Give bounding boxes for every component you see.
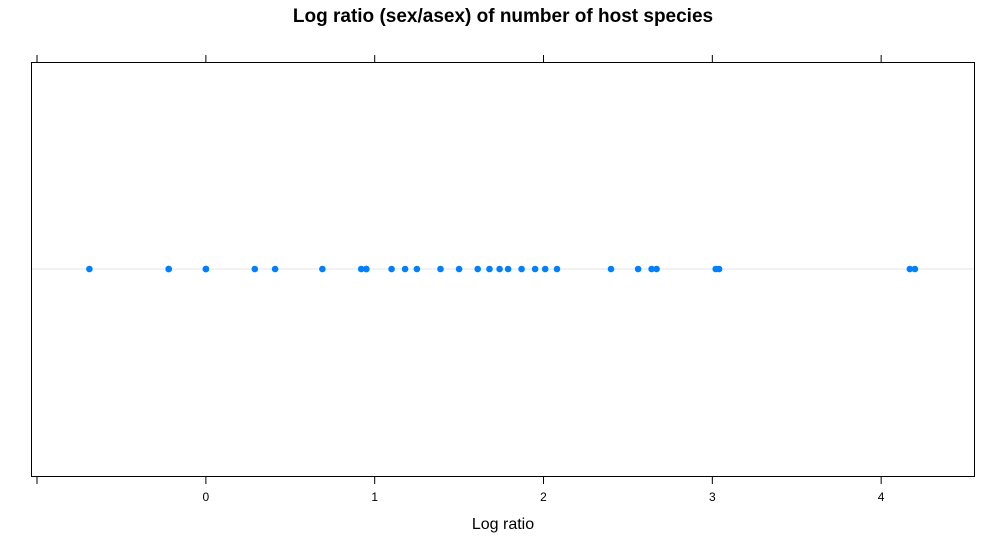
data-point [474, 265, 482, 273]
data-point [388, 265, 395, 273]
data-point [86, 265, 93, 273]
data-point [715, 265, 723, 273]
x-tick-label: 1 [371, 490, 378, 504]
x-tick-label: 3 [709, 490, 716, 504]
x-tick-label: 4 [878, 490, 885, 504]
data-point [634, 265, 642, 273]
data-point [165, 265, 172, 273]
data-point [251, 265, 259, 273]
chart-title: Log ratio (sex/asex) of number of host s… [293, 6, 713, 27]
data-point [363, 265, 370, 273]
data-point [653, 265, 660, 273]
bottom-axis: 0 1 2 3 4 [36, 477, 885, 504]
data-point [413, 265, 421, 273]
top-axis [36, 55, 882, 62]
data-point [202, 265, 210, 273]
x-tick-label: 2 [540, 490, 547, 504]
data-point [553, 265, 561, 273]
data-point [541, 265, 549, 273]
data-point [906, 265, 914, 273]
x-axis-label: Log ratio [472, 516, 534, 533]
plot-frame [31, 62, 975, 477]
data-point [357, 265, 365, 273]
data-points [86, 265, 919, 273]
data-point [437, 265, 444, 273]
data-point [319, 265, 326, 273]
data-point [496, 265, 503, 273]
data-point [486, 265, 493, 273]
data-point [648, 265, 655, 273]
data-point [455, 265, 463, 273]
data-point [271, 265, 279, 273]
data-point [607, 265, 615, 273]
data-point [518, 265, 525, 273]
x-tick-label: 0 [203, 490, 210, 504]
data-point [504, 265, 512, 273]
data-point [531, 265, 539, 273]
data-point [911, 265, 919, 273]
data-point [401, 265, 409, 273]
